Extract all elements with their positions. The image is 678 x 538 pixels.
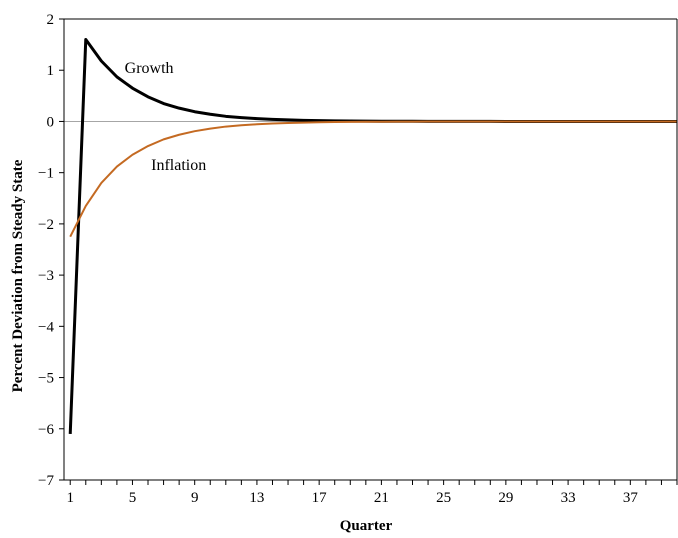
x-axis-title: Quarter [340, 518, 393, 534]
y-tick-label: 0 [47, 114, 55, 130]
y-tick-label: −7 [38, 473, 54, 489]
x-tick-label: 5 [129, 490, 137, 506]
y-tick-label: −1 [38, 166, 54, 182]
x-tick-label: 21 [374, 490, 389, 506]
y-tick-label: −6 [38, 422, 54, 438]
y-tick-label: −5 [38, 371, 54, 387]
x-tick-label: 13 [249, 490, 264, 506]
x-tick-label: 33 [561, 490, 576, 506]
y-tick-label: −3 [38, 268, 54, 284]
y-tick-label: −2 [38, 217, 54, 233]
x-tick-label: 29 [498, 490, 513, 506]
y-axis-title: Percent Deviation from Steady State [10, 159, 26, 392]
x-tick-label: 1 [66, 490, 74, 506]
series-line-inflation [69, 120, 677, 238]
x-tick-label: 25 [436, 490, 451, 506]
y-tick-label: 2 [47, 12, 55, 28]
x-tick-label: 37 [623, 490, 639, 506]
y-tick-label: −4 [38, 319, 54, 335]
x-tick-label: 17 [312, 490, 328, 506]
x-tick-label: 9 [191, 490, 199, 506]
y-tick-label: 1 [47, 63, 55, 79]
series-label-growth: Growth [125, 60, 174, 77]
series-label-inflation: Inflation [151, 157, 206, 174]
series-line-growth [68, 37, 677, 434]
